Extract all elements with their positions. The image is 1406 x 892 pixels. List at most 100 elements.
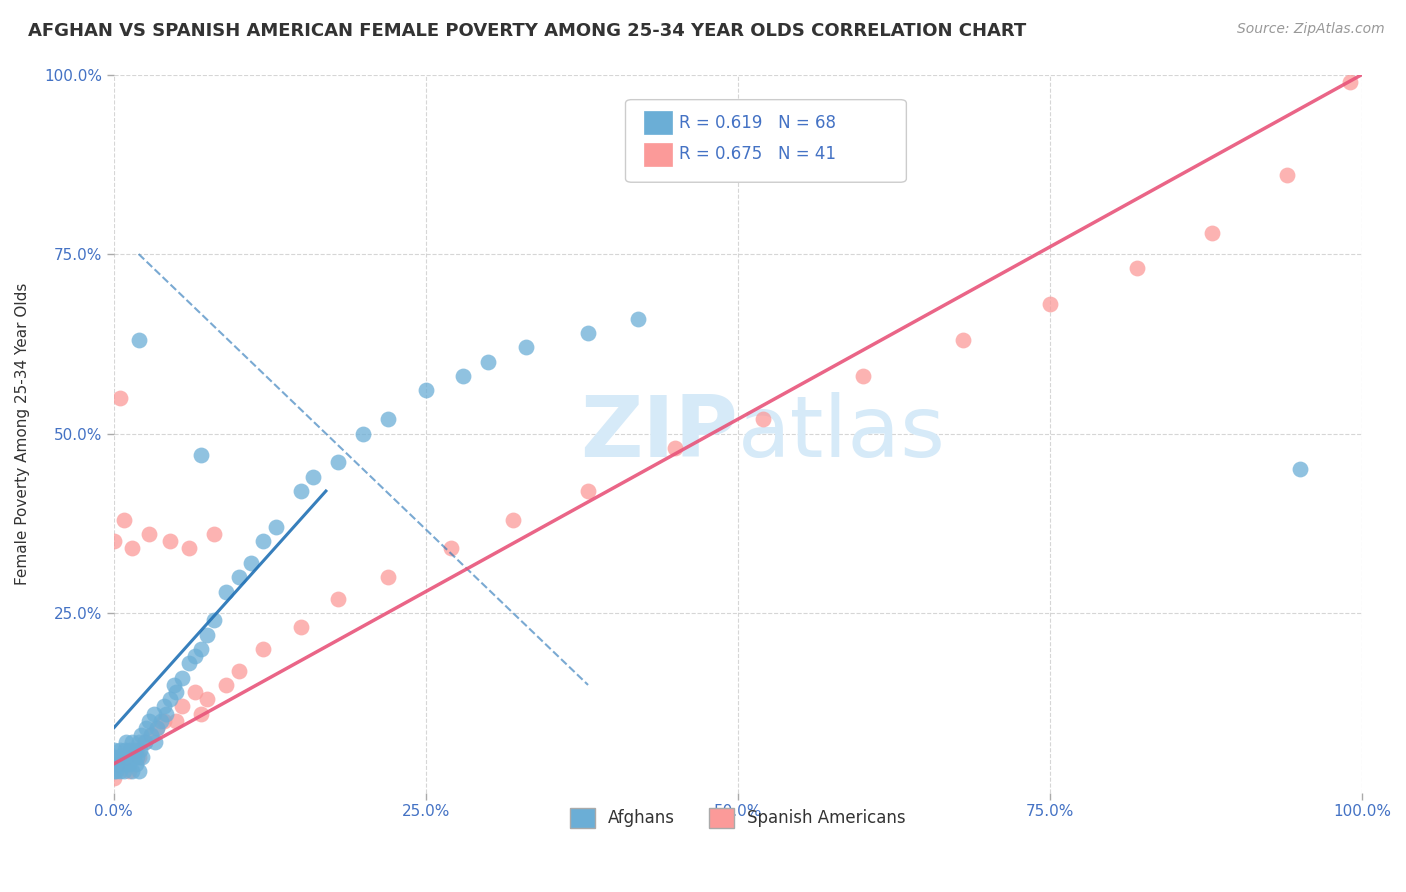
Text: R = 0.675   N = 41: R = 0.675 N = 41 <box>679 145 837 163</box>
Point <box>184 649 207 664</box>
Point <box>377 412 399 426</box>
Point <box>190 448 212 462</box>
Point <box>1201 226 1223 240</box>
Point <box>118 756 141 771</box>
Point <box>215 584 238 599</box>
Point <box>134 735 156 749</box>
Point <box>177 541 200 556</box>
Point <box>114 742 136 756</box>
Point <box>165 685 187 699</box>
Point <box>110 756 132 771</box>
Point <box>120 749 142 764</box>
Point <box>664 441 686 455</box>
Point <box>142 706 165 721</box>
Point <box>152 699 174 714</box>
Point <box>172 671 194 685</box>
Point <box>118 764 141 778</box>
Point <box>228 664 250 678</box>
Point <box>146 721 169 735</box>
Point <box>1275 168 1298 182</box>
Point <box>139 728 162 742</box>
Point <box>118 742 141 756</box>
Point <box>352 426 374 441</box>
Point <box>252 534 274 549</box>
Point <box>111 749 134 764</box>
Point <box>128 735 150 749</box>
Point <box>103 742 125 756</box>
Point <box>143 735 166 749</box>
Point <box>155 706 177 721</box>
Point <box>150 714 173 728</box>
Point <box>190 706 212 721</box>
Point <box>138 527 160 541</box>
Point <box>103 749 125 764</box>
Point <box>252 642 274 657</box>
Point <box>172 699 194 714</box>
Point <box>128 749 150 764</box>
Point <box>105 764 128 778</box>
Point <box>477 355 499 369</box>
Point <box>146 721 169 735</box>
Legend: Afghans, Spanish Americans: Afghans, Spanish Americans <box>564 801 912 835</box>
Point <box>202 527 225 541</box>
Point <box>108 764 131 778</box>
FancyBboxPatch shape <box>626 100 907 182</box>
Point <box>125 756 148 771</box>
Point <box>121 735 143 749</box>
Point <box>139 728 162 742</box>
Point <box>103 756 125 771</box>
Point <box>290 620 312 634</box>
Point <box>108 742 131 756</box>
Point <box>115 749 138 764</box>
Point <box>328 591 350 606</box>
Point <box>377 570 399 584</box>
Point <box>627 311 650 326</box>
Point <box>115 735 138 749</box>
Point <box>107 756 129 771</box>
Text: atlas: atlas <box>738 392 946 475</box>
Point <box>165 714 187 728</box>
Text: Source: ZipAtlas.com: Source: ZipAtlas.com <box>1237 22 1385 37</box>
Point <box>108 391 131 405</box>
Point <box>103 764 125 778</box>
Text: ZIP: ZIP <box>581 392 738 475</box>
Bar <box>644 143 672 166</box>
Point <box>159 692 181 706</box>
Point <box>202 613 225 627</box>
Point <box>112 513 135 527</box>
Point <box>117 749 139 764</box>
Point <box>451 369 474 384</box>
Point <box>502 513 524 527</box>
Point <box>103 772 125 786</box>
Point <box>162 678 184 692</box>
Point <box>159 534 181 549</box>
Point <box>184 685 207 699</box>
Point <box>1339 75 1361 89</box>
Point <box>852 369 875 384</box>
Point <box>195 628 218 642</box>
Point <box>1126 261 1149 276</box>
Point <box>129 742 152 756</box>
Point <box>128 333 150 347</box>
Point <box>129 728 152 742</box>
Point <box>576 483 599 498</box>
Point <box>112 764 135 778</box>
Point <box>125 742 148 756</box>
Point <box>124 742 146 756</box>
Text: AFGHAN VS SPANISH AMERICAN FEMALE POVERTY AMONG 25-34 YEAR OLDS CORRELATION CHAR: AFGHAN VS SPANISH AMERICAN FEMALE POVERT… <box>28 22 1026 40</box>
Point <box>1039 297 1062 311</box>
Y-axis label: Female Poverty Among 25-34 Year Olds: Female Poverty Among 25-34 Year Olds <box>15 283 30 585</box>
Point <box>264 520 287 534</box>
Point <box>752 412 775 426</box>
Point <box>135 721 157 735</box>
Point <box>1288 462 1310 476</box>
Point <box>328 455 350 469</box>
Point <box>121 764 143 778</box>
Point <box>240 556 263 570</box>
Point <box>134 735 156 749</box>
Point <box>107 749 129 764</box>
Point <box>515 340 537 354</box>
Point <box>215 678 238 692</box>
Point <box>177 657 200 671</box>
Point <box>128 764 150 778</box>
